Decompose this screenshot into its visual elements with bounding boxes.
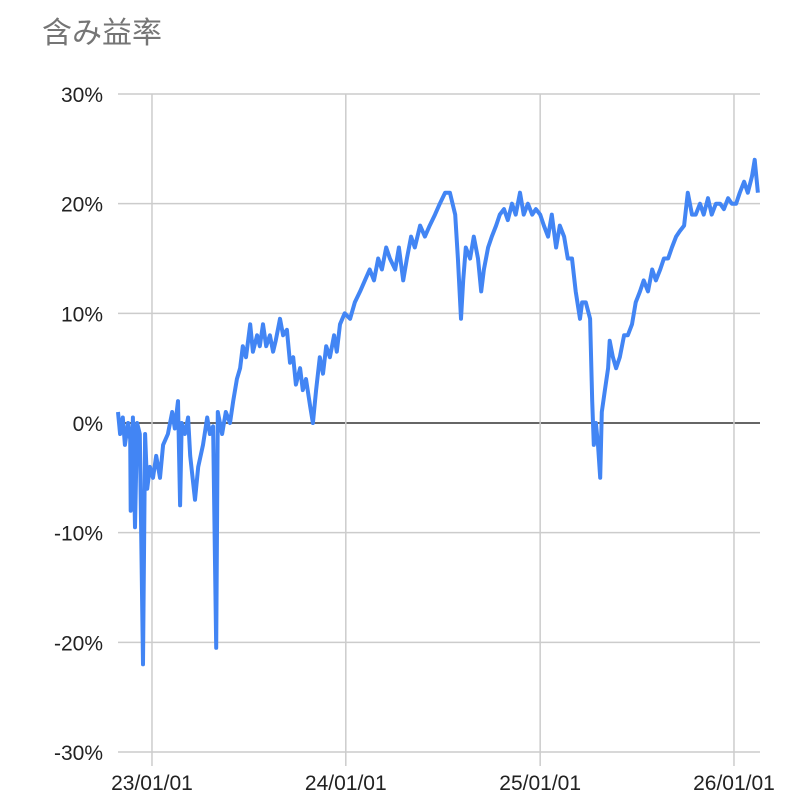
- x-tick-label: 23/01/01: [111, 772, 193, 795]
- y-tick-label: -20%: [54, 632, 103, 655]
- y-tick-label: 10%: [61, 303, 103, 326]
- x-tick-label: 24/01/01: [305, 772, 387, 795]
- y-tick-label: 20%: [61, 194, 103, 217]
- y-axis-ticks: 30% 20% 10% 0% -10% -20% -30%: [54, 84, 103, 765]
- y-tick-label: -30%: [54, 742, 103, 765]
- x-tick-label: 25/01/01: [499, 772, 581, 795]
- x-axis-ticks: 23/01/01 24/01/01 25/01/01 26/01/01: [111, 772, 775, 795]
- y-tick-label: 0%: [73, 413, 103, 436]
- y-tick-label: -10%: [54, 523, 103, 546]
- chart-title: 含み益率: [42, 17, 162, 50]
- series-line: [116, 157, 760, 667]
- x-tick-label: 26/01/01: [693, 772, 775, 795]
- y-tick-label: 30%: [61, 84, 103, 107]
- series-lines: [116, 157, 760, 667]
